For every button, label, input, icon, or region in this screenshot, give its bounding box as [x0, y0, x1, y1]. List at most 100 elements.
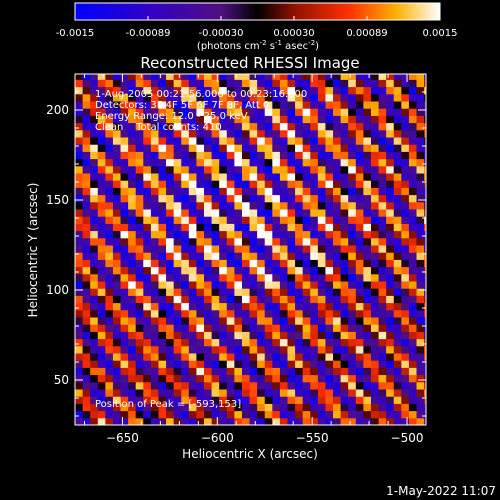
heatmap-cell [128, 137, 137, 145]
heatmap-cell [287, 173, 296, 181]
heatmap-cell [386, 165, 395, 174]
heatmap-cell [158, 165, 167, 174]
heatmap-cell [90, 259, 99, 268]
heatmap-cell [166, 151, 175, 160]
heatmap-cell [393, 165, 402, 174]
heatmap-cell [302, 331, 311, 340]
heatmap-cell [82, 252, 91, 260]
heatmap-cell [348, 417, 357, 425]
heatmap-cell [204, 245, 213, 253]
heatmap-cell [150, 317, 159, 325]
heatmap-cell [333, 302, 342, 311]
heatmap-cell [90, 216, 99, 224]
heatmap-cell [424, 295, 426, 304]
heatmap-cell [150, 324, 159, 332]
heatmap-cell [135, 180, 144, 188]
heatmap-cell [75, 129, 84, 138]
heatmap-cell [272, 345, 281, 354]
heatmap-cell [249, 223, 258, 232]
heatmap-cell [128, 129, 137, 138]
heatmap-cell [386, 108, 395, 116]
heatmap-cell [249, 309, 258, 318]
heatmap-cell [226, 245, 235, 253]
heatmap-cell [166, 237, 175, 246]
heatmap-cell [370, 266, 380, 275]
colorbar-tick-label: 0.0015 [423, 28, 458, 39]
heatmap-cell [90, 360, 99, 368]
heatmap-cell [340, 194, 349, 203]
heatmap-cell [150, 338, 159, 347]
heatmap-cell [150, 252, 159, 260]
heatmap-cell [75, 165, 84, 174]
heatmap-cell [348, 288, 357, 296]
heatmap-cell [75, 273, 84, 282]
heatmap-cell [211, 108, 220, 116]
heatmap-cell [181, 144, 190, 152]
heatmap-cell [257, 245, 266, 253]
heatmap-cell [264, 259, 273, 268]
heatmap-cell [408, 180, 418, 188]
heatmap-cell [370, 367, 380, 376]
heatmap-cell [219, 144, 228, 152]
heatmap-cell [90, 230, 99, 239]
heatmap-cell [204, 410, 213, 419]
heatmap-cell [363, 309, 372, 318]
heatmap-cell [204, 345, 213, 354]
heatmap-cell [249, 273, 258, 282]
heatmap-cell [219, 122, 228, 131]
heatmap-cell [355, 403, 364, 412]
heatmap-cell [135, 417, 144, 425]
heatmap-cell [264, 309, 273, 318]
heatmap-cell [424, 403, 426, 412]
heatmap-cell [135, 165, 144, 174]
heatmap-cell [355, 288, 364, 296]
heatmap-cell [211, 122, 220, 131]
heatmap-cell [408, 403, 418, 412]
heatmap-cell [363, 173, 372, 181]
heatmap-cell [112, 281, 122, 289]
heatmap-cell [204, 158, 213, 167]
heatmap-cell [226, 137, 235, 145]
heatmap-cell [279, 216, 288, 224]
heatmap-cell [310, 173, 319, 181]
heatmap-cell [325, 396, 334, 404]
heatmap-cell [188, 338, 197, 347]
heatmap-cell [302, 252, 311, 260]
heatmap-cell [295, 79, 304, 88]
heatmap-cell [363, 79, 372, 88]
heatmap-cell [135, 108, 144, 116]
heatmap-cell [150, 86, 159, 95]
heatmap-cell [181, 187, 190, 196]
heatmap-cell [211, 230, 220, 239]
heatmap-cell [317, 86, 326, 95]
heatmap-cell [112, 338, 122, 347]
heatmap-cell [234, 201, 243, 210]
heatmap-cell [355, 245, 364, 253]
heatmap-cell [340, 101, 349, 109]
heatmap-cell [340, 237, 349, 246]
heatmap-cell [219, 165, 228, 174]
heatmap-cell [310, 237, 319, 246]
heatmap-cell [302, 230, 311, 239]
heatmap-cell [90, 79, 99, 88]
heatmap-cell [234, 151, 243, 160]
heatmap-cell [363, 137, 372, 145]
heatmap-cell [105, 137, 114, 145]
heatmap-cell [302, 273, 311, 282]
heatmap-cell [378, 144, 387, 152]
heatmap-cell [424, 353, 426, 361]
heatmap-cell [211, 273, 220, 282]
heatmap-cell [424, 74, 426, 80]
heatmap-cell [234, 338, 243, 347]
heatmap-cell [97, 345, 106, 354]
heatmap-cell [97, 237, 106, 246]
heatmap-cell [295, 345, 304, 354]
heatmap-cell [348, 108, 357, 116]
heatmap-cell [112, 259, 122, 268]
heatmap-cell [249, 317, 258, 325]
heatmap-cell [325, 417, 334, 425]
heatmap-cell [120, 367, 129, 376]
heatmap-cell [401, 309, 410, 318]
heatmap-cell [105, 74, 114, 80]
